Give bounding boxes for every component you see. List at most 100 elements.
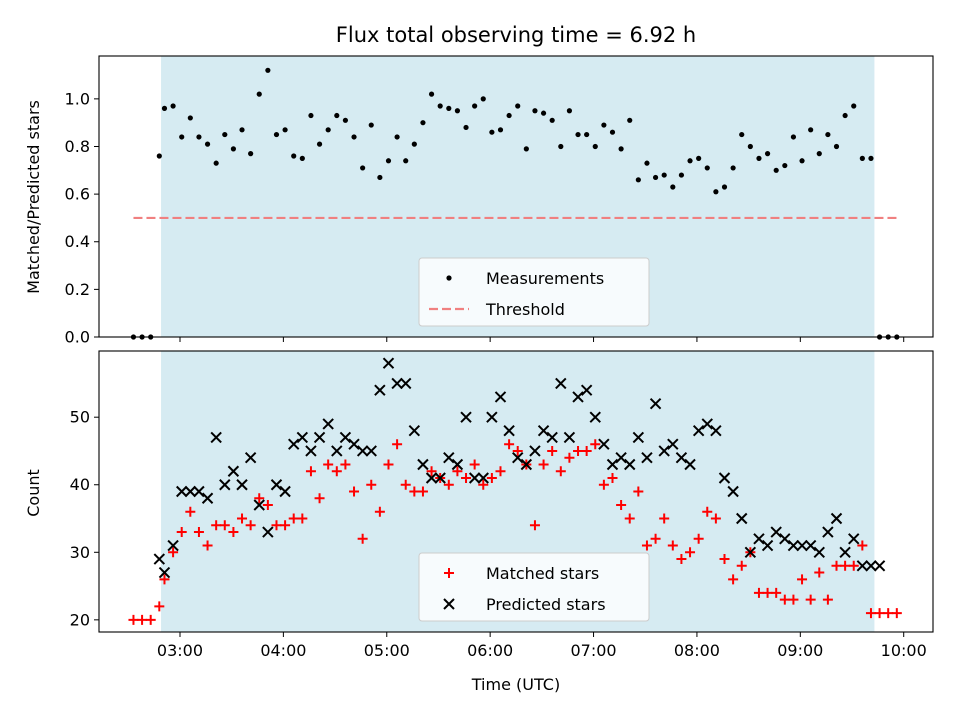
data-point [649,397,662,410]
data-point [658,445,670,457]
data-point [351,134,357,140]
data-point [584,131,590,138]
data-point [840,560,851,571]
data-point [468,472,481,484]
data-point [580,384,593,396]
data-point [167,539,179,552]
data-point [437,103,443,109]
x-tick-label: 09:00 [777,641,823,660]
data-point [494,391,507,403]
data-point [348,438,360,450]
legend-label: Predicted stars [486,595,606,614]
data-point [497,127,504,133]
data-point [652,174,659,181]
data-point [176,485,188,498]
data-point [650,533,661,544]
data-point [434,472,446,484]
data-point [322,418,334,430]
data-point [196,134,202,140]
data-point [790,134,797,140]
data-point [609,129,616,135]
data-point [342,117,349,123]
data-point [299,155,305,161]
data-point [825,131,831,138]
top-y-axis-label: Matched/Predicted stars [24,100,43,294]
data-point [185,506,196,517]
data-point [670,184,676,190]
data-point [187,115,193,121]
data-point [339,431,352,444]
data-point [747,143,753,150]
data-point [744,546,757,559]
data-point [859,155,865,161]
data-point [219,520,230,531]
data-point [770,526,782,538]
data-point [563,431,576,444]
data-point [704,165,710,171]
y-tick-label: 0.4 [65,232,90,251]
data-point [692,424,705,437]
legend-dot-swatch [446,275,452,281]
data-point [624,513,635,524]
data-point [158,566,171,579]
data-point [856,560,869,572]
data-point [830,512,843,525]
data-point [331,445,343,457]
data-point [368,122,374,128]
data-point [555,377,567,390]
data-point [822,526,834,538]
data-point [721,184,728,190]
data-point [515,103,521,109]
data-point [538,459,549,470]
x-axis-label: Time (UTC) [471,675,560,694]
data-point [547,445,558,456]
data-point [288,438,300,450]
data-point [400,479,411,490]
data-point [598,479,609,490]
data-point [297,513,308,524]
data-point [385,158,392,164]
data-point [601,122,607,128]
data-point [469,459,480,470]
data-point [719,554,730,565]
data-point [480,96,486,102]
data-point [340,459,351,470]
x-tick-label: 03:00 [157,641,203,660]
data-point [831,560,842,571]
data-point [512,452,524,464]
data-point [805,594,816,605]
y-tick-label: 30 [70,543,90,562]
data-point [848,533,860,545]
data-point [443,452,455,464]
data-point [589,411,601,423]
data-point [883,608,894,619]
y-tick-label: 20 [70,610,90,629]
data-point [428,91,435,97]
data-point [279,485,291,498]
data-point [248,151,254,157]
data-point [804,539,817,552]
data-point [771,587,782,598]
data-point [392,439,403,450]
data-point [520,458,533,471]
data-point [532,108,538,114]
y-tick-label: 40 [70,475,90,494]
data-point [710,513,721,524]
data-point [486,472,497,483]
data-point [222,131,228,138]
data-point [156,153,162,159]
data-point [282,127,288,133]
data-point [314,493,325,504]
data-point [814,567,825,578]
data-point [128,614,139,625]
data-point [411,141,417,147]
data-point [627,117,633,123]
data-point [365,445,377,457]
data-point [693,533,704,544]
data-point [753,587,764,598]
data-point [179,134,185,140]
data-point [575,131,581,138]
data-point [391,377,403,390]
top-plot-ratio: 0.0 0.2 0.4 0.6 0.8 1.0 Measurements Threshold [65,55,934,347]
data-point [816,151,822,157]
